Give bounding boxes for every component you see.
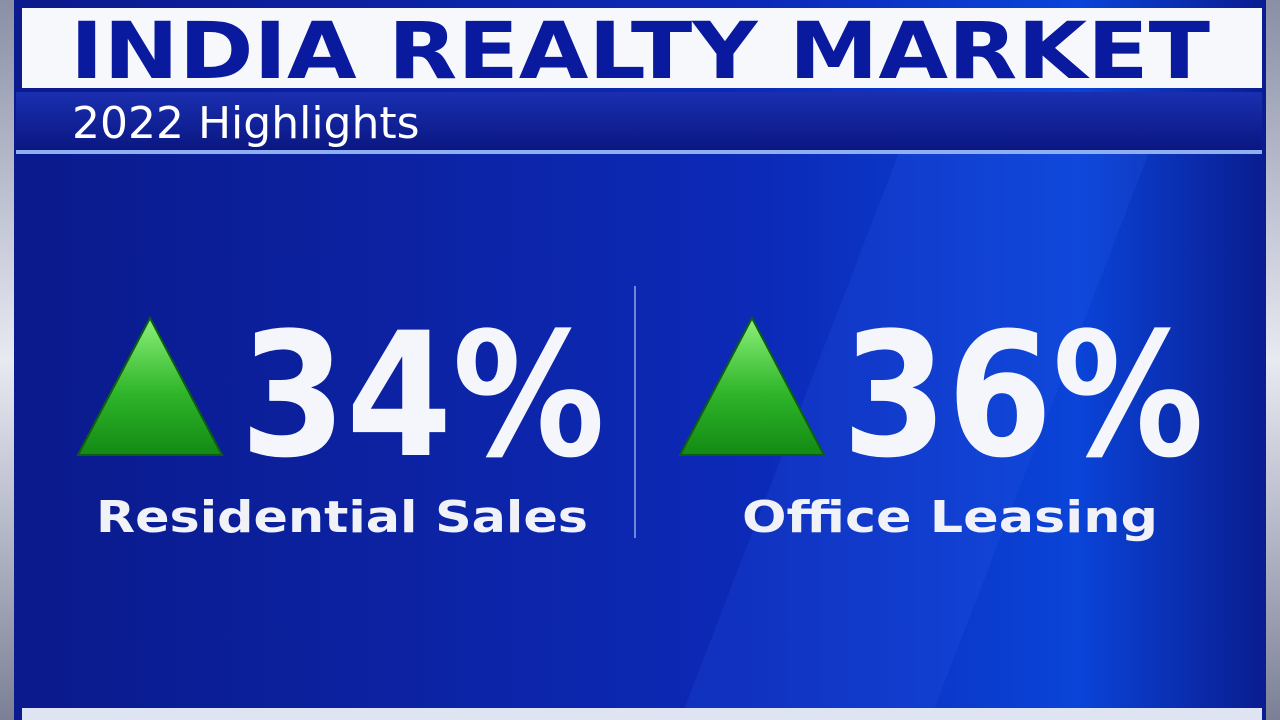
- title-bar: [22, 8, 1262, 88]
- subtitle: 2022 Highlights: [72, 98, 420, 149]
- up-arrow: [678, 315, 826, 456]
- up-arrow: [76, 315, 224, 456]
- metric-label: Residential Sales: [96, 492, 588, 543]
- highlight-1: 36% Office Leasing: [678, 295, 1204, 543]
- subtitle-rule: [16, 150, 1262, 154]
- bottom-strip: [22, 708, 1262, 720]
- metric-label: Office Leasing: [742, 492, 1158, 543]
- light-streak: [680, 150, 1150, 720]
- highlight-0: 34% Residential Sales: [76, 295, 605, 543]
- change-value: 36%: [842, 295, 1204, 496]
- change-value: 34%: [240, 295, 605, 496]
- title: INDIA REALTY MARKET: [70, 7, 1210, 97]
- subtitle-bar: [16, 92, 1262, 152]
